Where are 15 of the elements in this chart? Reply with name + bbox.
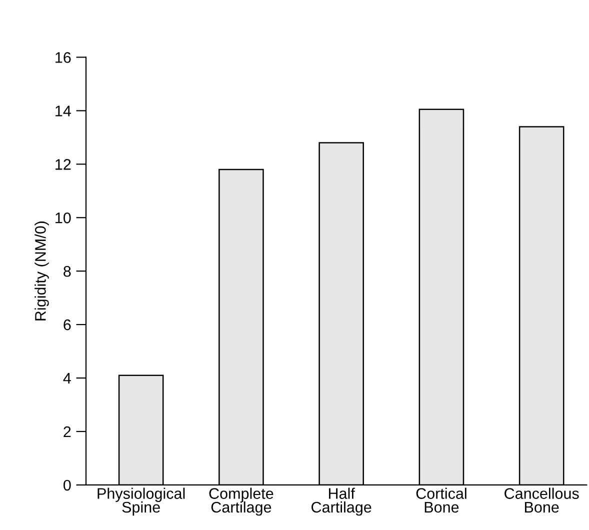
y-tick-label: 6 <box>64 319 71 330</box>
y-tick-label: 16 <box>56 52 71 63</box>
x-tick-label: Cortical Bone <box>416 488 466 513</box>
y-tick-label: 4 <box>63 373 71 384</box>
y-tick-label: 2 <box>64 426 71 438</box>
y-tick-label: 12 <box>56 159 71 170</box>
y-tick-label: 10 <box>56 212 71 224</box>
x-tick-label: Complete Cartilage <box>209 488 274 516</box>
y-tick-label: 14 <box>56 106 71 116</box>
x-tick-label: Physiological Spine <box>98 488 185 516</box>
x-tick-label: Half Cartilage <box>312 488 372 516</box>
y-tick-label: 8 <box>64 266 71 277</box>
y-axis-title: Rigidity (NM/0) <box>34 222 49 320</box>
x-tick-label: Cancellous Bone <box>504 488 579 513</box>
y-tick-label: 0 <box>64 480 71 491</box>
